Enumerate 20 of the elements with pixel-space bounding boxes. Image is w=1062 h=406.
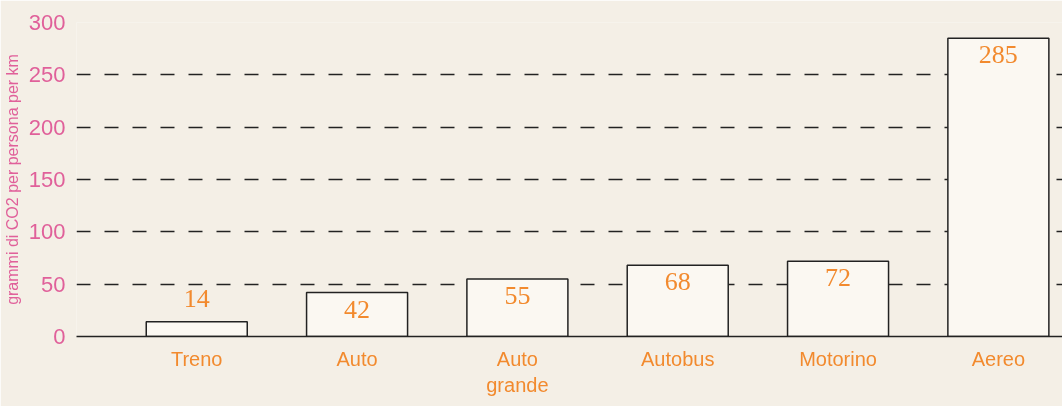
y-tick-label: 250 [28,62,66,88]
y-tick-label: 200 [28,114,66,140]
data-label: 14 [183,283,210,313]
y-tick-label: 150 [28,167,66,192]
x-tick-label: Auto [336,347,378,370]
data-label: 72 [825,263,852,293]
data-label: 285 [978,40,1018,70]
x-tick-label: Treno [170,347,223,370]
y-tick-label: 0 [53,324,66,349]
x-tick-label: Autobus [641,347,715,370]
x-tick-label: Aereo [971,347,1026,370]
x-tick-label: Motorino [799,347,877,370]
x-tick-label: Auto grande [486,347,549,396]
data-label: 55 [504,280,531,310]
data-label: 68 [664,267,691,297]
y-axis-title: grammi di CO2 per persona per km [3,54,21,305]
data-label: 42 [344,294,371,324]
y-tick-label: 100 [28,219,66,245]
y-tick-label: 50 [41,271,66,297]
y-tick-label: 300 [28,10,66,35]
